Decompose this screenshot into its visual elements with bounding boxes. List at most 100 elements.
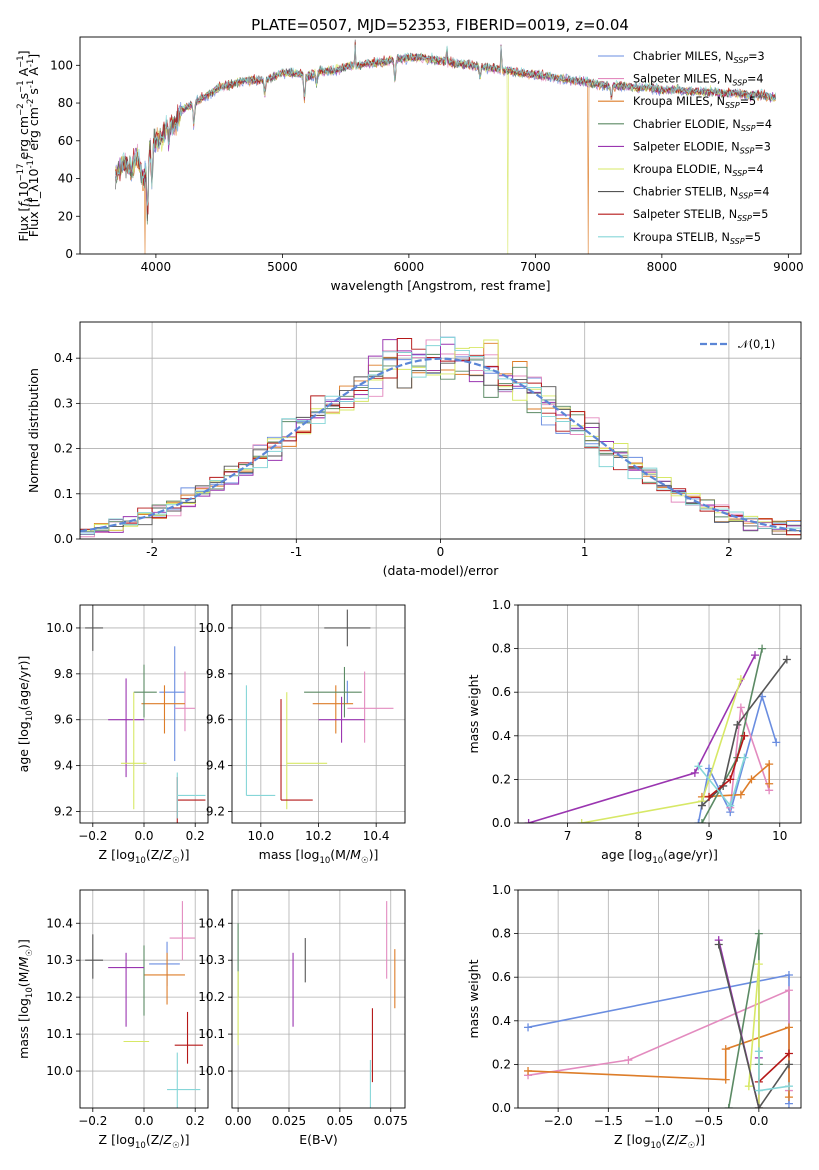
errorbar-kroupa-miles	[312, 685, 354, 734]
errorbar-salpeter-stelib	[280, 699, 313, 801]
mass-weight-marker	[784, 1023, 793, 1032]
mass-weight-marker	[733, 720, 742, 729]
legend-label-chabrier-stelib: Chabrier STELIB, NSSP=4	[633, 186, 770, 201]
plot-area	[524, 644, 791, 823]
mass-weight-marker	[736, 790, 745, 799]
y-tick-label: 40	[58, 172, 73, 186]
figure-title: PLATE=0507, MJD=52353, FIBERID=0019, z=0…	[251, 16, 629, 34]
mass-weight-kroupa-miles	[697, 760, 774, 801]
errorbar-chabrier-stelib	[85, 934, 104, 979]
mass-weight-salpeter-stelib	[705, 731, 749, 801]
plot-age-vs-mass: 10.0 10.2 10.4 9.2 9.4 9.6 9.8 10.0 mass [log10​…	[198, 604, 406, 866]
errorbar-chabrier-stelib	[85, 605, 104, 651]
mass-weight-marker	[782, 655, 791, 664]
y-axis-label: Flux [f_λ10-17​ erg cm-2​ s-1​ A-1​]	[26, 54, 41, 238]
mass-weight-marker	[524, 1066, 533, 1075]
x-tick-label: 0.2	[186, 1114, 205, 1128]
y-tick-label: 20	[58, 209, 73, 223]
legend-label-chabrier-elodie: Chabrier ELODIE, NSSP=4	[633, 118, 772, 133]
plot-area	[115, 39, 777, 254]
mass-weight-marker	[714, 940, 723, 949]
normal-curve	[80, 357, 801, 533]
x-tick-label: −0.2	[78, 829, 107, 843]
y-tick-label: 9.6	[54, 713, 73, 727]
errorbar-salpeter-stelib	[174, 1011, 203, 1064]
y-tick-label: 9.2	[54, 805, 73, 819]
mass-weight-line	[697, 757, 746, 808]
y-tick-label: 10.3	[198, 953, 225, 967]
mass-weight-marker	[697, 819, 706, 823]
histogram-kroupa-elodie	[80, 339, 801, 536]
x-axis-label: wavelength [Angstrom, rest frame]	[330, 278, 550, 293]
mass-weight-kroupa-stelib	[694, 753, 749, 810]
mass-weight-marker	[697, 801, 706, 810]
mass-weight-marker	[747, 775, 756, 784]
mass-weight-line	[708, 735, 746, 798]
mass-weight-marker	[754, 1086, 763, 1095]
mass-weight-marker	[726, 775, 735, 784]
y-tick-label: 10.0	[46, 1064, 73, 1078]
y-axis-label: Flux [fλ10−17 erg cm−2 s−1 A−1]	[16, 50, 34, 241]
x-tick-label: 9	[705, 829, 713, 843]
x-tick-label: 8000	[647, 260, 678, 274]
y-tick-label: 10.2	[198, 990, 225, 1004]
legend-label-kroupa-stelib: Kroupa STELIB, NSSP=5	[633, 231, 761, 246]
y-tick-label: 0.6	[492, 685, 511, 699]
x-tick-label: −0.5	[694, 1114, 723, 1128]
x-tick-label: 8	[634, 829, 642, 843]
y-tick-label: 0.4	[492, 1014, 511, 1028]
mass-weight-marker	[765, 779, 774, 788]
y-tick-label: 10.1	[46, 1027, 73, 1041]
mass-weight-marker	[524, 1023, 533, 1032]
errorbar-kroupa-stelib	[167, 1052, 201, 1108]
x-tick-label: 2	[725, 545, 733, 559]
x-tick-label: −1.5	[594, 1114, 623, 1128]
mass-weight-marker	[705, 792, 714, 801]
legend-label-salpeter-stelib: Salpeter STELIB, NSSP=5	[633, 208, 768, 223]
plot-area	[85, 605, 206, 823]
x-tick-label: 10.4	[363, 829, 390, 843]
y-tick-label: 9.2	[206, 805, 225, 819]
mass-weight-marker	[740, 753, 749, 762]
legend-label-salpeter-elodie: Salpeter ELODIE, NSSP=3	[633, 140, 771, 155]
mass-weight-marker	[690, 768, 699, 777]
mass-weight-line	[717, 944, 790, 1108]
x-tick-label: 10.0	[247, 829, 274, 843]
x-tick-label: 0.025	[272, 1114, 306, 1128]
mass-weight-marker	[524, 819, 533, 823]
x-tick-label: 10	[772, 829, 787, 843]
axes-frame	[79, 36, 802, 255]
plot-age-vs-Z: −0.2 0.0 0.2 9.2 9.4 9.6 9.8 10.0 Z [log10​(Z/Z☉…	[16, 604, 209, 866]
y-tick-label: 80	[58, 96, 73, 110]
mass-weight-kroupa-stelib	[754, 1047, 793, 1095]
errorbar-salpeter-elodie	[108, 678, 144, 778]
mass-weight-chabrier-stelib	[697, 655, 791, 810]
plot-massweight-vs-Z: −2.0 −1.5 −1.0 −0.5 0.0 0.0 0.2 0.4 0.6 0.8 1.0 Z […	[466, 883, 802, 1151]
plot-area	[80, 336, 801, 538]
plot-massweight-vs-age: 7 8 9 10 0.0 0.2 0.4 0.6 0.8 1.0 age [log10​(age/y…	[466, 598, 802, 866]
y-tick-label: 10.3	[46, 953, 73, 967]
mass-weight-marker	[754, 929, 763, 938]
x-tick-label: 0.00	[225, 1114, 252, 1128]
y-tick-label: 60	[58, 134, 73, 148]
y-tick-label: 0.6	[492, 970, 511, 984]
y-tick-label: 9.6	[206, 713, 225, 727]
errorbar-salpeter-elodie	[108, 952, 144, 1027]
mass-weight-marker	[721, 1045, 730, 1054]
y-tick-label: 10.1	[198, 1027, 225, 1041]
y-axis-label: mass weight	[466, 959, 481, 1038]
errorbar-chabrier-miles	[149, 941, 180, 987]
mass-weight-marker	[744, 1082, 753, 1091]
x-tick-label: −2.0	[544, 1114, 573, 1128]
y-tick-label: 9.8	[206, 667, 225, 681]
y-axis-label: mass [log10​(M/M☉​)]	[16, 939, 35, 1059]
x-axis-label: Z [log10​(Z/Z☉​)]	[99, 1132, 190, 1151]
y-tick-label: 0.8	[492, 642, 511, 656]
y-tick-label: 0.2	[492, 1057, 511, 1071]
x-tick-label: −1.0	[644, 1114, 673, 1128]
mass-weight-marker	[784, 1093, 793, 1102]
y-tick-label: 0.8	[492, 927, 511, 941]
x-tick-label: 10.2	[305, 829, 332, 843]
errorbar-kroupa-stelib	[245, 685, 276, 797]
